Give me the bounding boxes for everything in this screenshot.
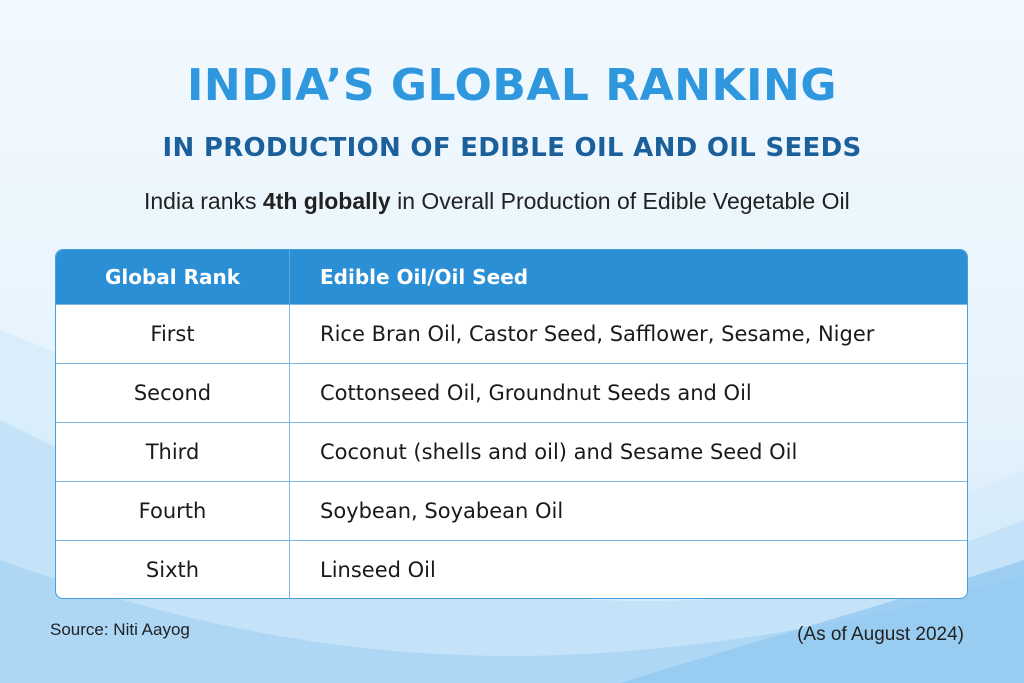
rank-cell: Third [56, 421, 290, 481]
rank-cell: Second [56, 362, 290, 422]
source-note: Source: Niti Aayog [50, 620, 190, 639]
table-row: Fourth Soybean, Soyabean Oil [56, 480, 967, 540]
oil-cell: Soybean, Soyabean Oil [289, 480, 967, 540]
rank-cell: Fourth [56, 480, 290, 540]
oil-cell: Rice Bran Oil, Castor Seed, Safflower, S… [289, 303, 967, 363]
tagline-prefix: India ranks [144, 188, 263, 214]
tagline-highlight: 4th globally [262, 188, 391, 214]
page-subtitle: IN PRODUCTION OF EDIBLE OIL AND OIL SEED… [162, 133, 862, 163]
oil-cell: Linseed Oil [289, 539, 967, 598]
oil-cell: Cottonseed Oil, Groundnut Seeds and Oil [289, 362, 967, 422]
rank-cell: First [56, 303, 290, 363]
tagline-suffix: in Overall Production of Edible Vegetabl… [390, 188, 850, 214]
as-of-date: (As of August 2024) [797, 624, 964, 645]
page-title: INDIA’S GLOBAL RANKING [187, 60, 837, 111]
tagline: India ranks 4th globally in Overall Prod… [144, 188, 850, 215]
table-row: First Rice Bran Oil, Castor Seed, Safflo… [56, 303, 967, 363]
table-row: Second Cottonseed Oil, Groundnut Seeds a… [56, 362, 967, 422]
table-row: Sixth Linseed Oil [56, 539, 967, 598]
header-global-rank: Global Rank [56, 250, 290, 304]
rank-cell: Sixth [56, 539, 290, 598]
oil-cell: Coconut (shells and oil) and Sesame Seed… [289, 421, 967, 481]
header-edible-oil: Edible Oil/Oil Seed [320, 264, 529, 289]
table-row: Third Coconut (shells and oil) and Sesam… [56, 421, 967, 481]
ranking-table-container: Global Rank Edible Oil/Oil Seed First Ri… [55, 249, 968, 599]
ranking-table: Global Rank Edible Oil/Oil Seed First Ri… [56, 250, 967, 598]
table-header-row: Global Rank Edible Oil/Oil Seed [56, 250, 967, 304]
